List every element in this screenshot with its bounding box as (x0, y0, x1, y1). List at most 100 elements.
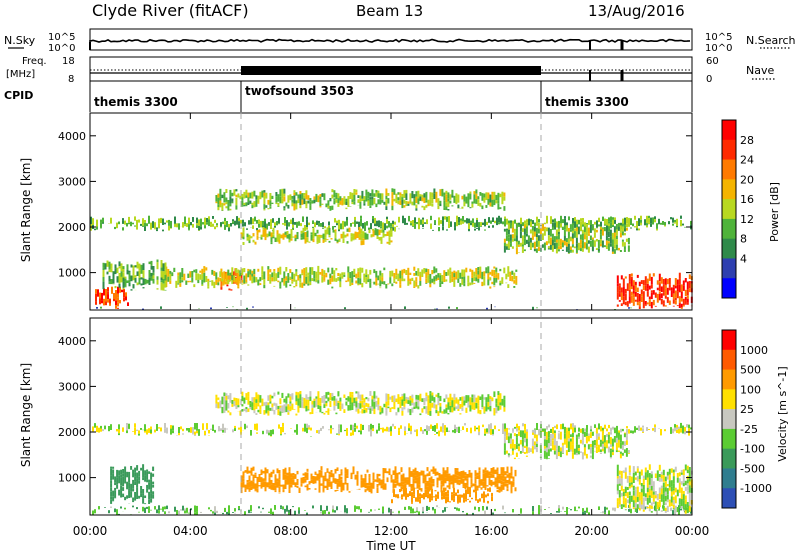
heatmap-cell (312, 220, 314, 224)
heatmap-cell (335, 199, 338, 203)
heatmap-cell (666, 488, 669, 495)
heatmap-cell (441, 496, 443, 500)
heatmap-cell (640, 499, 643, 505)
heatmap-cell (557, 222, 560, 229)
heatmap-cell (591, 431, 594, 436)
heatmap-cell (453, 493, 455, 499)
heatmap-cell (511, 448, 514, 451)
heatmap-cell (140, 490, 143, 494)
heatmap-cell (182, 433, 184, 435)
heatmap-cell (303, 402, 306, 409)
heatmap-cell (457, 404, 460, 409)
heatmap-cell (217, 197, 220, 205)
heatmap-cell (492, 474, 495, 478)
heatmap-cell (332, 477, 335, 483)
heatmap-cell (316, 478, 319, 481)
heatmap-cell (371, 406, 374, 411)
heatmap-cell (112, 469, 115, 474)
heatmap-cell (579, 239, 582, 245)
heatmap-cell (244, 423, 246, 430)
heatmap-cell (364, 477, 367, 483)
heatmap-cell (304, 423, 306, 431)
heatmap-cell (320, 427, 322, 431)
heatmap-cell (684, 510, 687, 514)
heatmap-cell (248, 487, 251, 491)
heatmap-cell (316, 229, 319, 234)
heatmap-cell (431, 270, 434, 275)
heatmap-cell (341, 275, 344, 279)
heatmap-cell (500, 467, 503, 476)
heatmap-cell (656, 510, 658, 515)
heatmap-cell (626, 487, 629, 490)
heatmap-cell (672, 496, 675, 501)
colorbar-segment (722, 218, 736, 240)
heatmap-cell (370, 488, 373, 494)
heatmap-cell (204, 435, 206, 436)
heatmap-cell (586, 507, 588, 513)
heatmap-cell (589, 444, 592, 448)
heatmap-cell (280, 484, 283, 487)
heatmap-cell (150, 433, 152, 435)
heatmap-cell (283, 196, 286, 202)
heatmap-cell (461, 279, 464, 285)
heatmap-cell (638, 507, 641, 511)
heatmap-cell (219, 200, 222, 205)
heatmap-cell (132, 222, 134, 225)
heatmap-cell (355, 273, 358, 277)
heatmap-cell (606, 507, 608, 510)
heatmap-cell (455, 198, 458, 205)
heatmap-cell (439, 406, 442, 413)
heatmap-cell (248, 220, 250, 225)
heatmap-cell (156, 509, 158, 514)
heatmap-cell (548, 507, 550, 509)
heatmap-cell (491, 269, 494, 277)
heatmap-cell (386, 426, 388, 432)
heatmap-cell (472, 483, 475, 487)
heatmap-cell (224, 281, 227, 285)
heatmap-cell (400, 474, 403, 482)
heatmap-cell (444, 477, 447, 484)
heatmap-cell (674, 300, 677, 305)
heatmap-cell (650, 223, 652, 227)
colorbar-tick-label: -100 (740, 443, 765, 456)
heatmap-cell (242, 219, 244, 224)
heatmap-cell (299, 194, 302, 199)
heatmap-cell (435, 404, 438, 410)
heatmap-cell (565, 440, 568, 448)
heatmap-cell (134, 433, 136, 435)
heatmap-cell (419, 196, 422, 201)
heatmap-cell (412, 483, 415, 488)
heatmap-cell (373, 197, 376, 205)
heatmap-cell (367, 274, 370, 280)
heatmap-cell (621, 245, 624, 247)
heatmap-cell (199, 270, 202, 273)
heatmap-cell (482, 222, 484, 225)
heatmap-cell (245, 273, 248, 280)
heatmap-cell (595, 427, 598, 434)
heatmap-cell (311, 278, 314, 281)
heatmap-cell (513, 231, 516, 239)
colorbar-segment (722, 488, 736, 509)
heatmap-cell (628, 475, 631, 483)
heatmap-cell (622, 500, 625, 505)
heatmap-cell (658, 506, 661, 508)
heatmap-cell (469, 397, 472, 406)
heatmap-cell (140, 277, 143, 280)
heatmap-cell (449, 401, 452, 406)
heatmap-cell (585, 432, 588, 436)
heatmap-cell (292, 236, 295, 238)
heatmap-cell (474, 470, 477, 477)
heatmap-cell (325, 206, 328, 208)
colorbar-segment (722, 179, 736, 200)
heatmap-cell (411, 497, 413, 503)
heatmap-cell (394, 483, 397, 488)
heatmap-cell (354, 220, 356, 227)
heatmap-cell (459, 283, 462, 287)
heatmap-cell (408, 506, 410, 510)
heatmap-cell (251, 205, 254, 209)
heatmap-cell (650, 290, 653, 293)
heatmap-cell (563, 225, 566, 230)
heatmap-cell (650, 478, 653, 486)
heatmap-cell (359, 278, 362, 284)
heatmap-cell (392, 511, 394, 513)
